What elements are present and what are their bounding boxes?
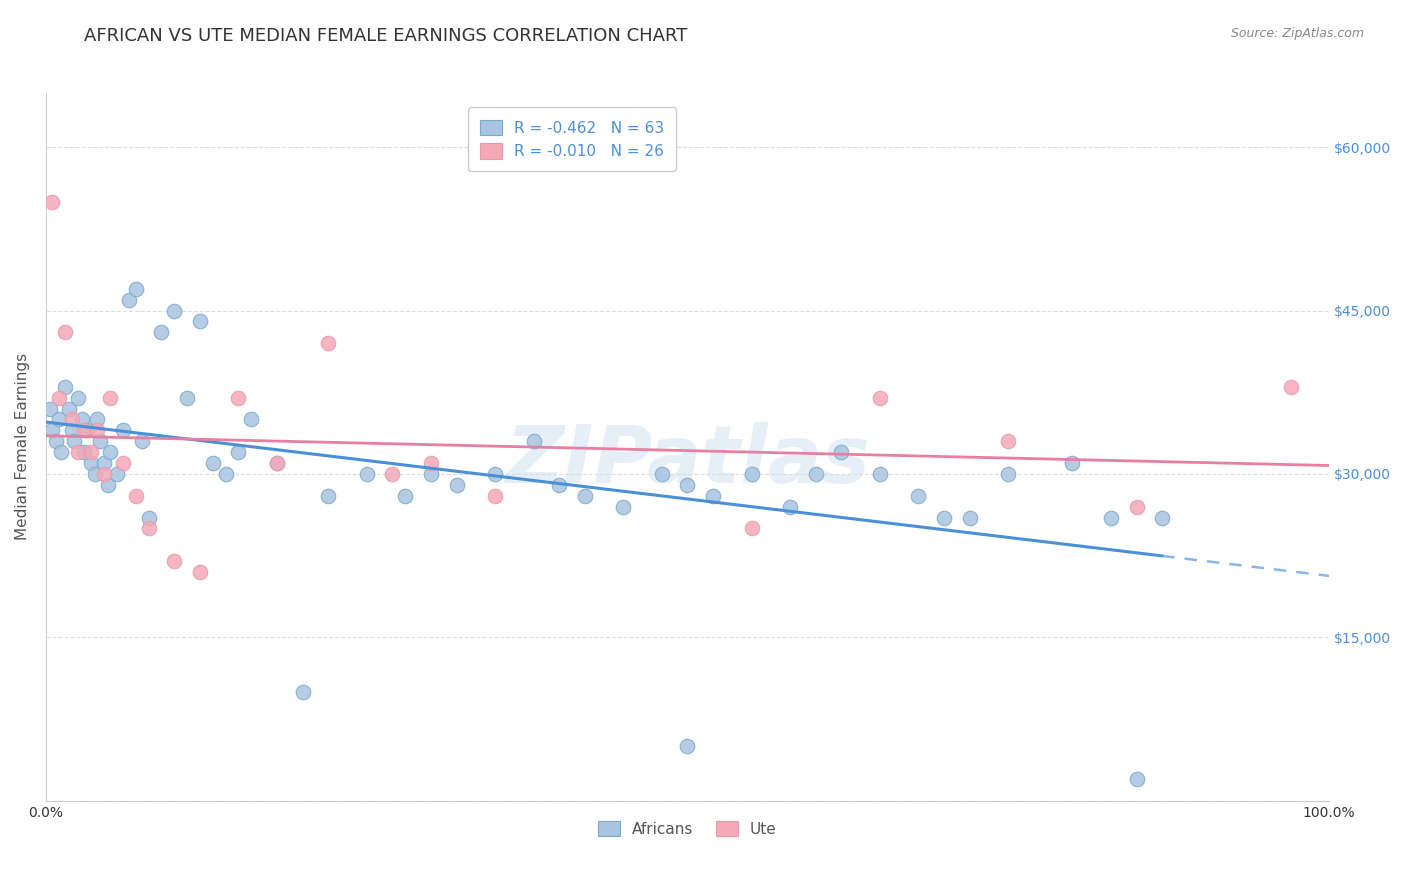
Point (484, 467, 506, 481)
Point (67, 391, 90, 405)
Point (484, 489, 506, 503)
Point (522, 434, 544, 449)
Point (48, 391, 70, 405)
Point (89, 434, 111, 449)
Point (125, 489, 148, 503)
Point (86, 412, 108, 426)
Point (997, 434, 1019, 449)
Point (1125, 772, 1147, 786)
Point (111, 424, 134, 438)
Point (80, 445, 103, 459)
Point (869, 391, 891, 405)
Text: Source: ZipAtlas.com: Source: ZipAtlas.com (1230, 27, 1364, 40)
Text: ZIPatlas: ZIPatlas (505, 422, 870, 500)
Point (907, 489, 929, 503)
Point (138, 510, 160, 524)
Point (125, 282, 148, 296)
Point (63, 434, 86, 449)
Point (93, 467, 115, 481)
Point (651, 467, 673, 481)
Point (150, 326, 173, 340)
Point (80, 456, 103, 470)
Point (111, 456, 134, 470)
Point (676, 739, 699, 754)
Point (446, 478, 468, 492)
Point (70, 412, 93, 426)
Point (548, 478, 571, 492)
Point (741, 467, 763, 481)
Point (201, 456, 224, 470)
Point (53, 380, 76, 394)
Point (228, 445, 250, 459)
Point (830, 445, 852, 459)
Point (1099, 510, 1122, 524)
Point (266, 456, 288, 470)
Point (932, 510, 955, 524)
Point (105, 467, 128, 481)
Point (1062, 456, 1084, 470)
Point (214, 467, 236, 481)
Point (73, 445, 96, 459)
Point (53, 326, 76, 340)
Point (779, 500, 801, 514)
Point (676, 478, 699, 492)
Point (997, 467, 1019, 481)
Point (804, 467, 827, 481)
Point (1279, 380, 1302, 394)
Text: AFRICAN VS UTE MEDIAN FEMALE EARNINGS CORRELATION CHART: AFRICAN VS UTE MEDIAN FEMALE EARNINGS CO… (84, 27, 688, 45)
Point (138, 521, 160, 535)
Point (176, 391, 198, 405)
Point (419, 456, 441, 470)
Point (316, 336, 339, 351)
Point (316, 489, 339, 503)
Point (381, 467, 404, 481)
Point (41, 194, 63, 209)
Point (76, 424, 98, 438)
Point (48, 412, 70, 426)
Point (98, 445, 121, 459)
Point (93, 456, 115, 470)
Point (67, 445, 90, 459)
Point (73, 424, 96, 438)
Point (41, 424, 63, 438)
Point (228, 391, 250, 405)
Point (356, 467, 378, 481)
Point (38, 401, 60, 416)
Point (188, 314, 211, 328)
Point (702, 489, 724, 503)
Point (869, 467, 891, 481)
Point (98, 391, 121, 405)
Point (394, 489, 416, 503)
Point (163, 303, 186, 318)
Y-axis label: Median Female Earnings: Median Female Earnings (15, 353, 30, 541)
Point (240, 412, 263, 426)
Point (959, 510, 981, 524)
Point (86, 424, 108, 438)
Point (51, 445, 73, 459)
Point (574, 489, 596, 503)
Point (58, 401, 80, 416)
Point (163, 554, 186, 568)
Point (188, 565, 211, 579)
Point (612, 500, 634, 514)
Point (419, 467, 441, 481)
Point (131, 434, 153, 449)
Point (291, 685, 314, 699)
Point (741, 521, 763, 535)
Legend: Africans, Ute: Africans, Ute (592, 814, 783, 843)
Point (266, 456, 288, 470)
Point (118, 293, 141, 307)
Point (1125, 500, 1147, 514)
Point (45, 434, 67, 449)
Point (83, 467, 105, 481)
Point (1152, 510, 1174, 524)
Point (60, 412, 83, 426)
Point (96, 478, 118, 492)
Point (60, 424, 83, 438)
